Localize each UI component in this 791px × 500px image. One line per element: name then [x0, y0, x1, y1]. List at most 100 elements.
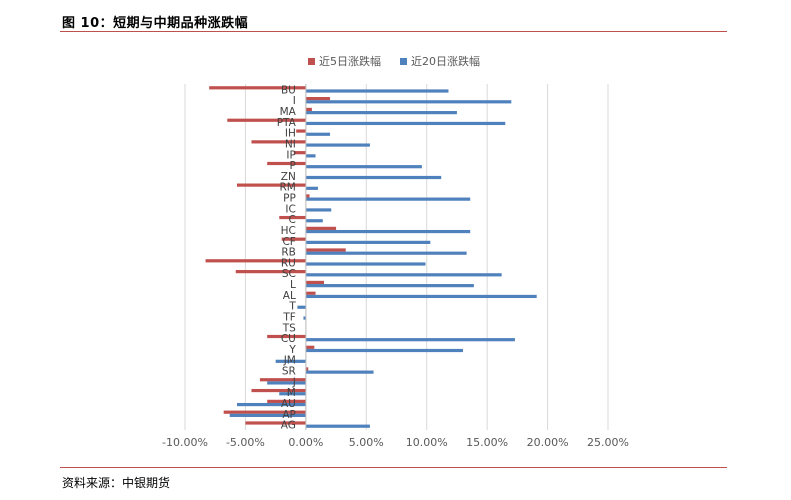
category-label: SR [282, 366, 296, 378]
bar-20day [305, 111, 457, 115]
bar-5day [267, 334, 306, 339]
category-label: T [288, 301, 296, 313]
legend-label-20day: 近20日涨跌幅 [411, 54, 480, 68]
category-label: CU [281, 333, 296, 345]
bar-20day [305, 208, 332, 212]
category-label: JM [283, 355, 296, 367]
bar-5day [267, 161, 306, 166]
x-tick-label: 10.00% [406, 436, 448, 449]
category-label: MA [280, 106, 297, 118]
bar-5day [305, 194, 310, 198]
bar-20day [305, 186, 318, 190]
category-label: BU [281, 84, 296, 96]
bar-20day [279, 392, 306, 396]
bar-5day [251, 140, 306, 144]
bar-20day [305, 294, 537, 299]
bar-20day [305, 262, 426, 266]
bar-20day [236, 402, 306, 407]
bar-20day [303, 316, 306, 320]
category-label: IH [285, 128, 296, 140]
category-label: PP [283, 193, 296, 205]
bar-5day [209, 86, 306, 90]
category-label: IC [285, 203, 295, 215]
bar-20day [305, 165, 422, 169]
bar-20day [305, 143, 370, 147]
bar-5day [259, 378, 306, 382]
bar-20day [305, 251, 467, 255]
bar-5day [305, 97, 331, 101]
bar-20day [305, 121, 506, 126]
category-label: PTA [277, 117, 297, 129]
bar-20day [305, 175, 442, 180]
category-label: AU [281, 398, 296, 410]
bar-5day [305, 367, 309, 371]
bar-5day [305, 280, 324, 285]
category-label: AL [283, 290, 296, 302]
bar-20day [305, 338, 515, 342]
category-label: NI [285, 138, 296, 150]
bar-5day [281, 237, 306, 241]
category-label: SC [282, 268, 296, 280]
category-label: RB [281, 247, 296, 259]
bar-5day [279, 215, 306, 220]
bar-20day [305, 284, 474, 288]
category-label: HC [281, 225, 296, 237]
bar-5day [235, 270, 306, 274]
bar-5day [227, 118, 306, 122]
category-label: IP [286, 149, 295, 161]
bar-20day [305, 154, 316, 158]
category-label: P [290, 160, 296, 172]
bar-20day [305, 197, 471, 201]
x-tick-label: 5.00% [349, 436, 384, 449]
category-label: RM [279, 182, 295, 194]
x-tick-label: 15.00% [466, 436, 508, 449]
bar-5day [305, 226, 337, 230]
bar-5day [293, 151, 306, 155]
footer-rule [60, 467, 727, 468]
bar-20day [297, 305, 306, 309]
source-note: 资料来源：中银期货 [62, 476, 171, 490]
bar-20day [305, 229, 471, 234]
bar-5day [236, 183, 306, 187]
category-label: RU [281, 257, 296, 269]
bar-20day [305, 100, 512, 104]
x-tick-label: -10.00% [162, 436, 208, 449]
title-rule [60, 31, 727, 32]
bar-20day [229, 413, 306, 417]
bar-20day [267, 381, 306, 385]
bar-5day [251, 388, 306, 393]
bar-5day [305, 345, 315, 349]
bar-20day [305, 370, 374, 374]
category-label: M [287, 387, 296, 399]
category-label: J [292, 376, 296, 388]
category-label: C [289, 214, 296, 226]
bar-5day [245, 421, 306, 425]
legend-label-5day: 近5日涨跌幅 [319, 54, 381, 68]
category-label: L [290, 279, 296, 291]
bar-5day [205, 259, 306, 263]
legend-swatch-20day [400, 58, 407, 65]
figure-title: 图 10：短期与中期品种涨跌幅 [62, 16, 249, 31]
category-label: ZN [281, 171, 296, 183]
bar-5day [305, 248, 346, 252]
bar-5day [305, 107, 312, 112]
bar-20day [305, 132, 331, 136]
bar-20day [305, 219, 323, 223]
bar-20day [305, 240, 431, 244]
category-label: CF [282, 236, 295, 248]
bar-20day [305, 89, 449, 93]
category-label: Y [288, 344, 296, 356]
category-label: AG [281, 420, 296, 432]
bar-20day [305, 273, 502, 277]
x-tick-label: -5.00% [226, 436, 265, 449]
x-tick-label: 20.00% [527, 436, 569, 449]
legend-swatch-5day [308, 58, 315, 65]
category-label: TF [282, 311, 295, 323]
bar-20day [275, 359, 306, 363]
category-label: I [293, 95, 296, 107]
bar-5day [267, 399, 306, 403]
bar-20day [305, 424, 370, 428]
x-tick-label: 25.00% [587, 436, 629, 449]
bar-5day [296, 129, 306, 133]
